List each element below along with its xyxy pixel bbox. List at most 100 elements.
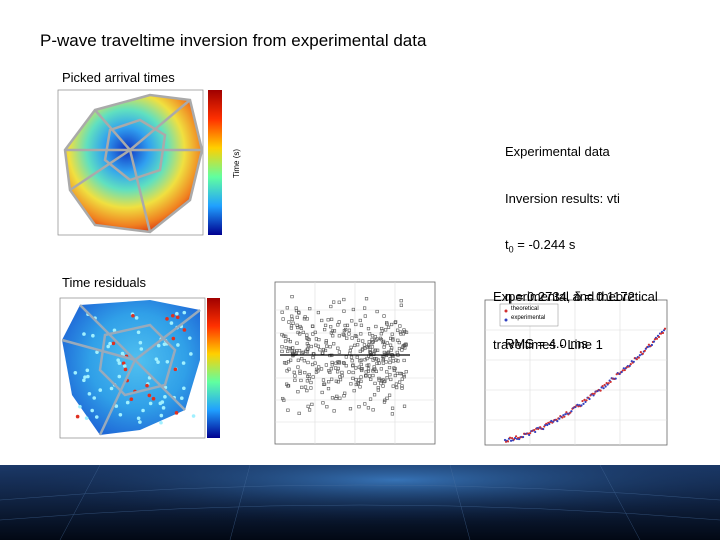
dot (522, 435, 525, 439)
dot (169, 321, 174, 325)
dot (306, 360, 310, 365)
dot (344, 355, 348, 359)
dot (570, 410, 573, 413)
dot (356, 338, 361, 342)
dot (402, 358, 406, 363)
dot (311, 355, 315, 360)
dot (368, 351, 373, 355)
dot (313, 330, 317, 334)
dot (109, 386, 114, 391)
dot (399, 299, 403, 303)
dot (305, 336, 309, 340)
dot (295, 315, 299, 319)
dot (643, 349, 646, 352)
dot (399, 303, 403, 307)
dot (338, 396, 342, 400)
dot (83, 375, 87, 379)
dot (337, 361, 342, 365)
dot (632, 360, 635, 363)
dot (659, 332, 663, 335)
dot (354, 366, 358, 370)
dot (98, 388, 103, 392)
dot (593, 392, 596, 395)
dot (534, 430, 537, 434)
dot (580, 404, 583, 407)
caption: Time residuals (62, 275, 147, 290)
symbol: t (505, 237, 509, 252)
dot (404, 370, 408, 374)
dot (329, 304, 333, 309)
dot (359, 379, 363, 383)
dot (528, 433, 531, 437)
dot (125, 400, 130, 405)
dot (396, 338, 400, 342)
dot (647, 343, 650, 346)
dot (637, 356, 640, 359)
dot (373, 335, 377, 339)
dot (285, 306, 289, 310)
dot (602, 387, 605, 390)
dot (550, 419, 553, 423)
dot (305, 350, 310, 354)
dot (309, 344, 313, 349)
dot (288, 339, 292, 344)
caption-line: Experimental and theoretical (493, 289, 658, 304)
dot (364, 374, 368, 378)
dot (291, 321, 295, 325)
caption: Picked arrival times (62, 70, 175, 85)
dot (297, 310, 301, 314)
dot (349, 345, 353, 349)
dot (341, 332, 345, 336)
dot (290, 295, 294, 299)
dot (165, 360, 170, 364)
dot (661, 331, 665, 335)
dot (295, 323, 299, 327)
dot (354, 334, 359, 338)
dot (281, 317, 285, 321)
dot (386, 350, 391, 354)
dot (165, 317, 169, 321)
dot (374, 324, 378, 329)
dot (650, 343, 654, 347)
dot (400, 377, 404, 381)
dot (548, 422, 551, 425)
dot (343, 391, 347, 395)
dot (398, 330, 403, 334)
dot (662, 329, 666, 332)
dot (402, 404, 407, 408)
dot (402, 373, 406, 377)
dot (299, 378, 303, 383)
dot (82, 378, 86, 383)
dot (369, 377, 373, 381)
dot (394, 382, 399, 386)
dot (176, 343, 180, 347)
residual-scatter (274, 281, 436, 445)
dot (400, 348, 404, 352)
dot (145, 383, 149, 388)
dot (131, 313, 135, 318)
dot (390, 412, 394, 416)
dot (311, 375, 315, 379)
dot (359, 323, 364, 327)
colorbar-label: Time (s) (232, 148, 241, 178)
dot (328, 345, 332, 349)
dot (356, 382, 360, 386)
dot (342, 309, 346, 313)
dot (117, 374, 122, 379)
dot (546, 423, 549, 427)
dot (171, 336, 176, 341)
dot (356, 343, 360, 347)
dot (358, 318, 362, 323)
dot (543, 425, 546, 428)
dot (289, 326, 294, 330)
dot (317, 365, 321, 369)
dot (655, 337, 659, 340)
dot (298, 324, 302, 329)
dot (388, 343, 393, 347)
dot (591, 392, 594, 395)
dot (90, 408, 94, 413)
dot (354, 382, 358, 387)
dot (382, 314, 386, 318)
dot (280, 345, 284, 349)
dot (366, 367, 371, 371)
